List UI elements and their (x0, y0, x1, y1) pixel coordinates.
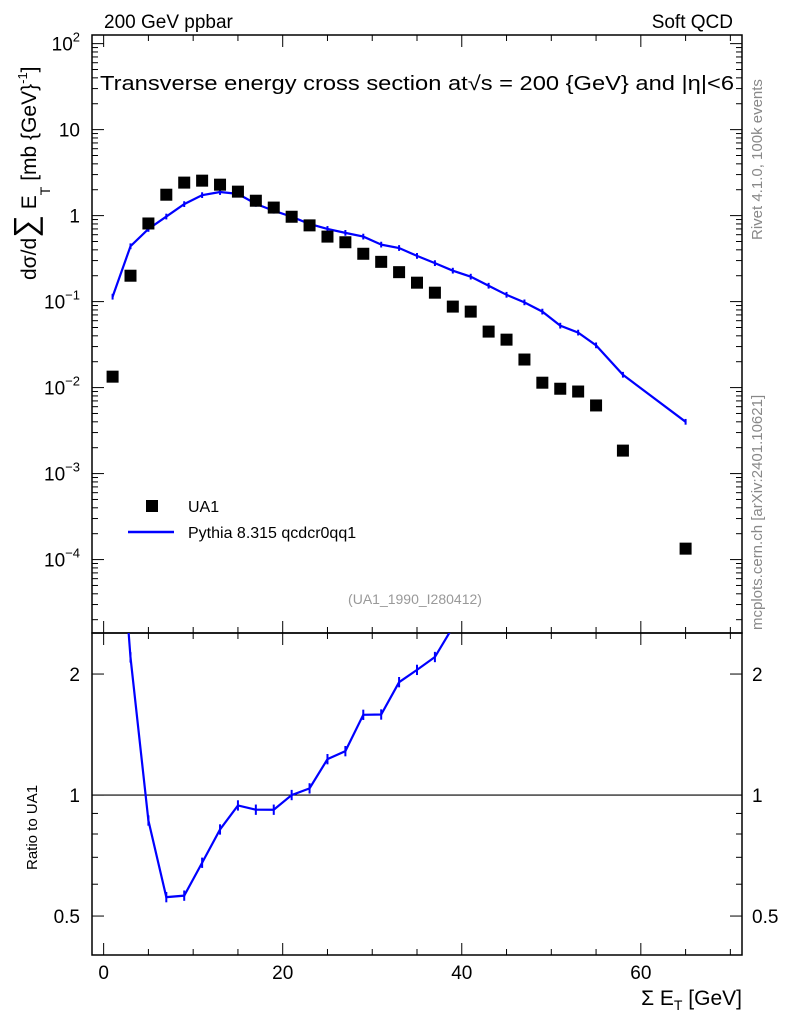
rivet-version-label: Rivet 4.1.0, 100k events (749, 79, 766, 240)
y-tick-label: 1 (69, 207, 80, 228)
ua1-marker (554, 382, 567, 395)
xlabel-main: Σ E (641, 987, 674, 1010)
ua1-marker (572, 385, 585, 398)
ua1-marker (428, 286, 441, 299)
y-axis-label: dσ/d∑ ET [mb {GeV}-1] (7, 66, 53, 280)
analysis-annotation: (UA1_1990_I280412) (348, 591, 482, 607)
ylabel-main: dσ/d (18, 238, 41, 280)
ua1-marker (616, 444, 629, 457)
legend-marker-ua1 (146, 500, 158, 512)
ua1-marker (142, 217, 155, 230)
ratio-y-tick-label: 0.5 (54, 907, 80, 928)
ratio-y-tick-label: 1 (69, 786, 80, 807)
ua1-marker (411, 276, 423, 289)
ratio-y-axis-label: Ratio to UA1 (24, 785, 41, 870)
ua1-marker (500, 333, 513, 346)
ylabel-unit: [mb {GeV} (18, 84, 41, 187)
ua1-marker (679, 542, 692, 555)
ua1-marker (536, 376, 549, 389)
pythia-line (111, 190, 687, 423)
ratio-y-tick-label-right: 2 (752, 665, 763, 686)
ua1-marker (339, 236, 352, 249)
mcplots-label: mcplots.cern.ch [arXiv:2401.10621] (749, 395, 766, 630)
ua1-marker (160, 188, 173, 201)
legend: UA1 Pythia 8.315 qcdcr0qq1 (128, 499, 356, 542)
ua1-marker (375, 255, 388, 268)
ua1-marker (446, 300, 459, 313)
x-tick-label: 60 (630, 963, 651, 984)
chart-title: Transverse energy cross section at√s = 2… (100, 73, 734, 95)
ua1-marker (464, 305, 477, 318)
ylabel-sup: -1 (15, 72, 30, 84)
xlabel-sub: T (674, 997, 683, 1013)
ratio-y-tick-label-right: 1 (752, 786, 763, 807)
ua1-marker (249, 194, 262, 207)
ua1-marker (303, 219, 316, 232)
ua1-marker (590, 399, 603, 412)
ratio-y-tick-label: 2 (69, 665, 80, 686)
x-tick-label: 0 (98, 963, 109, 984)
main-plot-frame (91, 34, 743, 634)
y-tick-label: 102 (52, 30, 80, 56)
x-axis-label: Σ ET [GeV] (641, 987, 742, 1013)
ua1-marker (393, 266, 406, 279)
ratio-line (127, 633, 472, 899)
ua1-marker (214, 178, 227, 191)
ua1-marker (518, 353, 531, 366)
y-tick-label: 10−4 (44, 546, 80, 572)
y-tick-label: 10−2 (44, 374, 80, 400)
legend-label-pythia: Pythia 8.315 qcdcr0qq1 (188, 525, 356, 542)
ratio-plot-frame (91, 632, 743, 956)
header-right: Soft QCD (652, 12, 733, 33)
ua1-marker (267, 201, 280, 214)
header-left: 200 GeV ppbar (104, 12, 234, 33)
ua1-marker (196, 174, 209, 187)
ua1-marker (321, 230, 334, 243)
y-tick-label: 10 (59, 121, 80, 142)
y-tick-label: 10−1 (44, 288, 80, 314)
ua1-marker (124, 269, 137, 282)
ylabel-e: E (18, 195, 41, 215)
xlabel-unit: [GeV] (682, 987, 742, 1010)
ua1-marker (285, 210, 298, 223)
ua1-marker (106, 370, 119, 383)
x-tick-label: 40 (451, 963, 472, 984)
y-tick-label: 10−3 (44, 460, 80, 486)
ua1-marker (231, 185, 244, 198)
ylabel-close: ] (18, 66, 41, 72)
ua1-marker (178, 176, 191, 189)
ylabel-sum: ∑ (7, 215, 43, 238)
ua1-marker (482, 325, 495, 338)
x-tick-label: 20 (272, 963, 293, 984)
ratio-y-tick-label-right: 0.5 (752, 907, 778, 928)
legend-label-ua1: UA1 (188, 499, 219, 516)
ua1-marker (357, 247, 370, 260)
ylabel-sub: T (37, 186, 53, 195)
